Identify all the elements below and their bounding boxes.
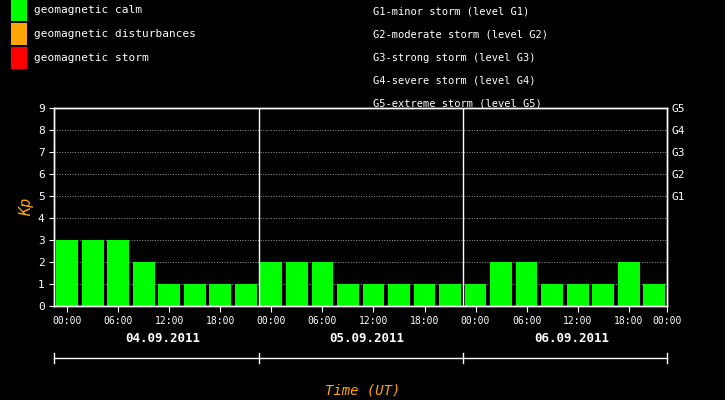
Bar (414, 284, 435, 306)
Bar (312, 262, 334, 306)
Bar (362, 284, 384, 306)
Bar (158, 284, 180, 306)
Text: G2-moderate storm (level G2): G2-moderate storm (level G2) (373, 30, 548, 40)
Bar (133, 262, 154, 306)
Bar (567, 284, 589, 306)
Text: G4-severe storm (level G4): G4-severe storm (level G4) (373, 76, 536, 86)
Bar (439, 284, 461, 306)
Bar (542, 284, 563, 306)
Bar (643, 284, 665, 306)
Text: G5-extreme storm (level G5): G5-extreme storm (level G5) (373, 98, 542, 108)
Text: geomagnetic storm: geomagnetic storm (34, 53, 149, 63)
Text: 04.09.2011: 04.09.2011 (125, 332, 200, 344)
Bar (465, 284, 486, 306)
Text: Time (UT): Time (UT) (325, 383, 400, 397)
Text: G1-minor storm (level G1): G1-minor storm (level G1) (373, 7, 530, 17)
Bar (107, 240, 129, 306)
Bar (592, 284, 614, 306)
Bar (57, 240, 78, 306)
Text: 05.09.2011: 05.09.2011 (330, 332, 405, 344)
Text: G3-strong storm (level G3): G3-strong storm (level G3) (373, 53, 536, 63)
Bar (210, 284, 231, 306)
Bar (184, 284, 206, 306)
Text: geomagnetic calm: geomagnetic calm (34, 5, 142, 15)
Bar (82, 240, 104, 306)
Bar (235, 284, 257, 306)
Bar (388, 284, 410, 306)
Text: 06.09.2011: 06.09.2011 (534, 332, 609, 344)
Text: geomagnetic disturbances: geomagnetic disturbances (34, 29, 196, 39)
Bar (337, 284, 359, 306)
Y-axis label: Kp: Kp (19, 198, 34, 216)
Bar (490, 262, 512, 306)
Bar (515, 262, 537, 306)
Bar (618, 262, 639, 306)
Bar (286, 262, 307, 306)
Bar (260, 262, 282, 306)
